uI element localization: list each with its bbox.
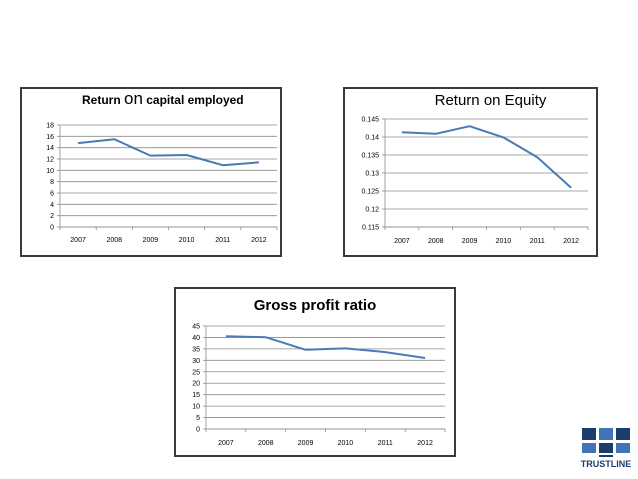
x-tick-label: 2009 xyxy=(298,440,314,447)
roce-plot: 0 2 4 6 8 10 12 14 16 18 2007 2008 2009 2010 2011 2012 xyxy=(46,123,278,244)
y-tick-label: 20 xyxy=(192,381,200,388)
x-tick-label: 2012 xyxy=(417,440,433,447)
chart-title-part: Return xyxy=(82,93,124,107)
y-tick-label: 8 xyxy=(50,179,54,186)
trustline-logo xyxy=(582,428,630,457)
x-tick-label: 2012 xyxy=(563,238,579,245)
y-tick-label: 0.14 xyxy=(365,135,379,142)
y-tick-label: 0.135 xyxy=(361,153,379,160)
y-tick-label: 0 xyxy=(50,225,54,232)
series-line xyxy=(225,335,426,359)
x-tick-label: 2011 xyxy=(378,440,393,447)
series-line xyxy=(77,138,259,167)
chart-title-gpr: Gross profit ratio xyxy=(253,297,377,314)
y-tick-label: 40 xyxy=(192,335,200,342)
x-tick-label: 2007 xyxy=(394,238,410,245)
y-tick-label: 15 xyxy=(192,392,200,399)
y-tick-label: 30 xyxy=(192,358,200,365)
y-tick-label: 0.13 xyxy=(365,171,379,178)
x-tick-label: 2009 xyxy=(143,237,159,244)
y-tick-label: 5 xyxy=(196,415,200,422)
y-tick-label: 35 xyxy=(192,346,200,353)
chart-panel-roce: Return on capital employed 0 2 4 6 8 10 12 14 16… xyxy=(20,87,282,257)
y-tick-label: 0.12 xyxy=(365,207,379,214)
y-tick-label: 45 xyxy=(192,324,200,331)
x-tick-label: 2012 xyxy=(251,237,267,244)
y-tick-label: 0 xyxy=(196,427,200,434)
y-tick-label: 0.125 xyxy=(361,189,379,196)
x-tick-label: 2011 xyxy=(215,237,230,244)
y-tick-label: 0.145 xyxy=(361,117,379,124)
x-tick-label: 2011 xyxy=(530,238,545,245)
x-tick-label: 2008 xyxy=(258,440,274,447)
x-tick-label: 2008 xyxy=(106,237,122,244)
y-tick-label: 12 xyxy=(46,157,54,164)
x-tick-label: 2009 xyxy=(462,238,478,245)
chart-title-part: capital employed xyxy=(142,93,244,107)
y-tick-label: 10 xyxy=(192,404,200,411)
x-tick-label: 2010 xyxy=(338,440,354,447)
chart-panel-gpr: Gross profit ratio 0 5 10 15 20 25 30 35 40 45 200… xyxy=(174,287,456,457)
chart-title-roce: Return on capital employed xyxy=(82,89,280,109)
x-tick-label: 2010 xyxy=(496,238,512,245)
y-tick-label: 2 xyxy=(50,213,54,220)
y-tick-label: 4 xyxy=(50,202,54,209)
roe-plot: 0.115 0.12 0.125 0.13 0.135 0.14 0.145 2007 2008… xyxy=(361,117,589,245)
x-tick-label: 2008 xyxy=(428,238,444,245)
x-tick-label: 2007 xyxy=(70,237,86,244)
x-tick-label: 2007 xyxy=(218,440,234,447)
y-tick-label: 18 xyxy=(46,123,54,130)
y-tick-label: 16 xyxy=(46,134,54,141)
chart-title-roe: Return on Equity xyxy=(434,92,547,109)
y-tick-label: 6 xyxy=(50,191,54,198)
x-tick-label: 2010 xyxy=(179,237,195,244)
y-tick-label: 0.115 xyxy=(362,225,379,232)
series-line xyxy=(401,125,572,189)
y-tick-label: 14 xyxy=(46,145,54,152)
y-tick-label: 10 xyxy=(46,168,54,175)
chart-panel-roe: Return on Equity 0.115 0.12 0.125 0.13 0.135… xyxy=(343,87,598,257)
y-tick-label: 25 xyxy=(192,369,200,376)
logo-text: TRUSTLINE xyxy=(580,459,632,469)
gpr-plot: 0 5 10 15 20 25 30 35 40 45 2007 2008 2009 2010 2011 20… xyxy=(192,324,446,447)
chart-title-part-large: on xyxy=(124,89,143,108)
